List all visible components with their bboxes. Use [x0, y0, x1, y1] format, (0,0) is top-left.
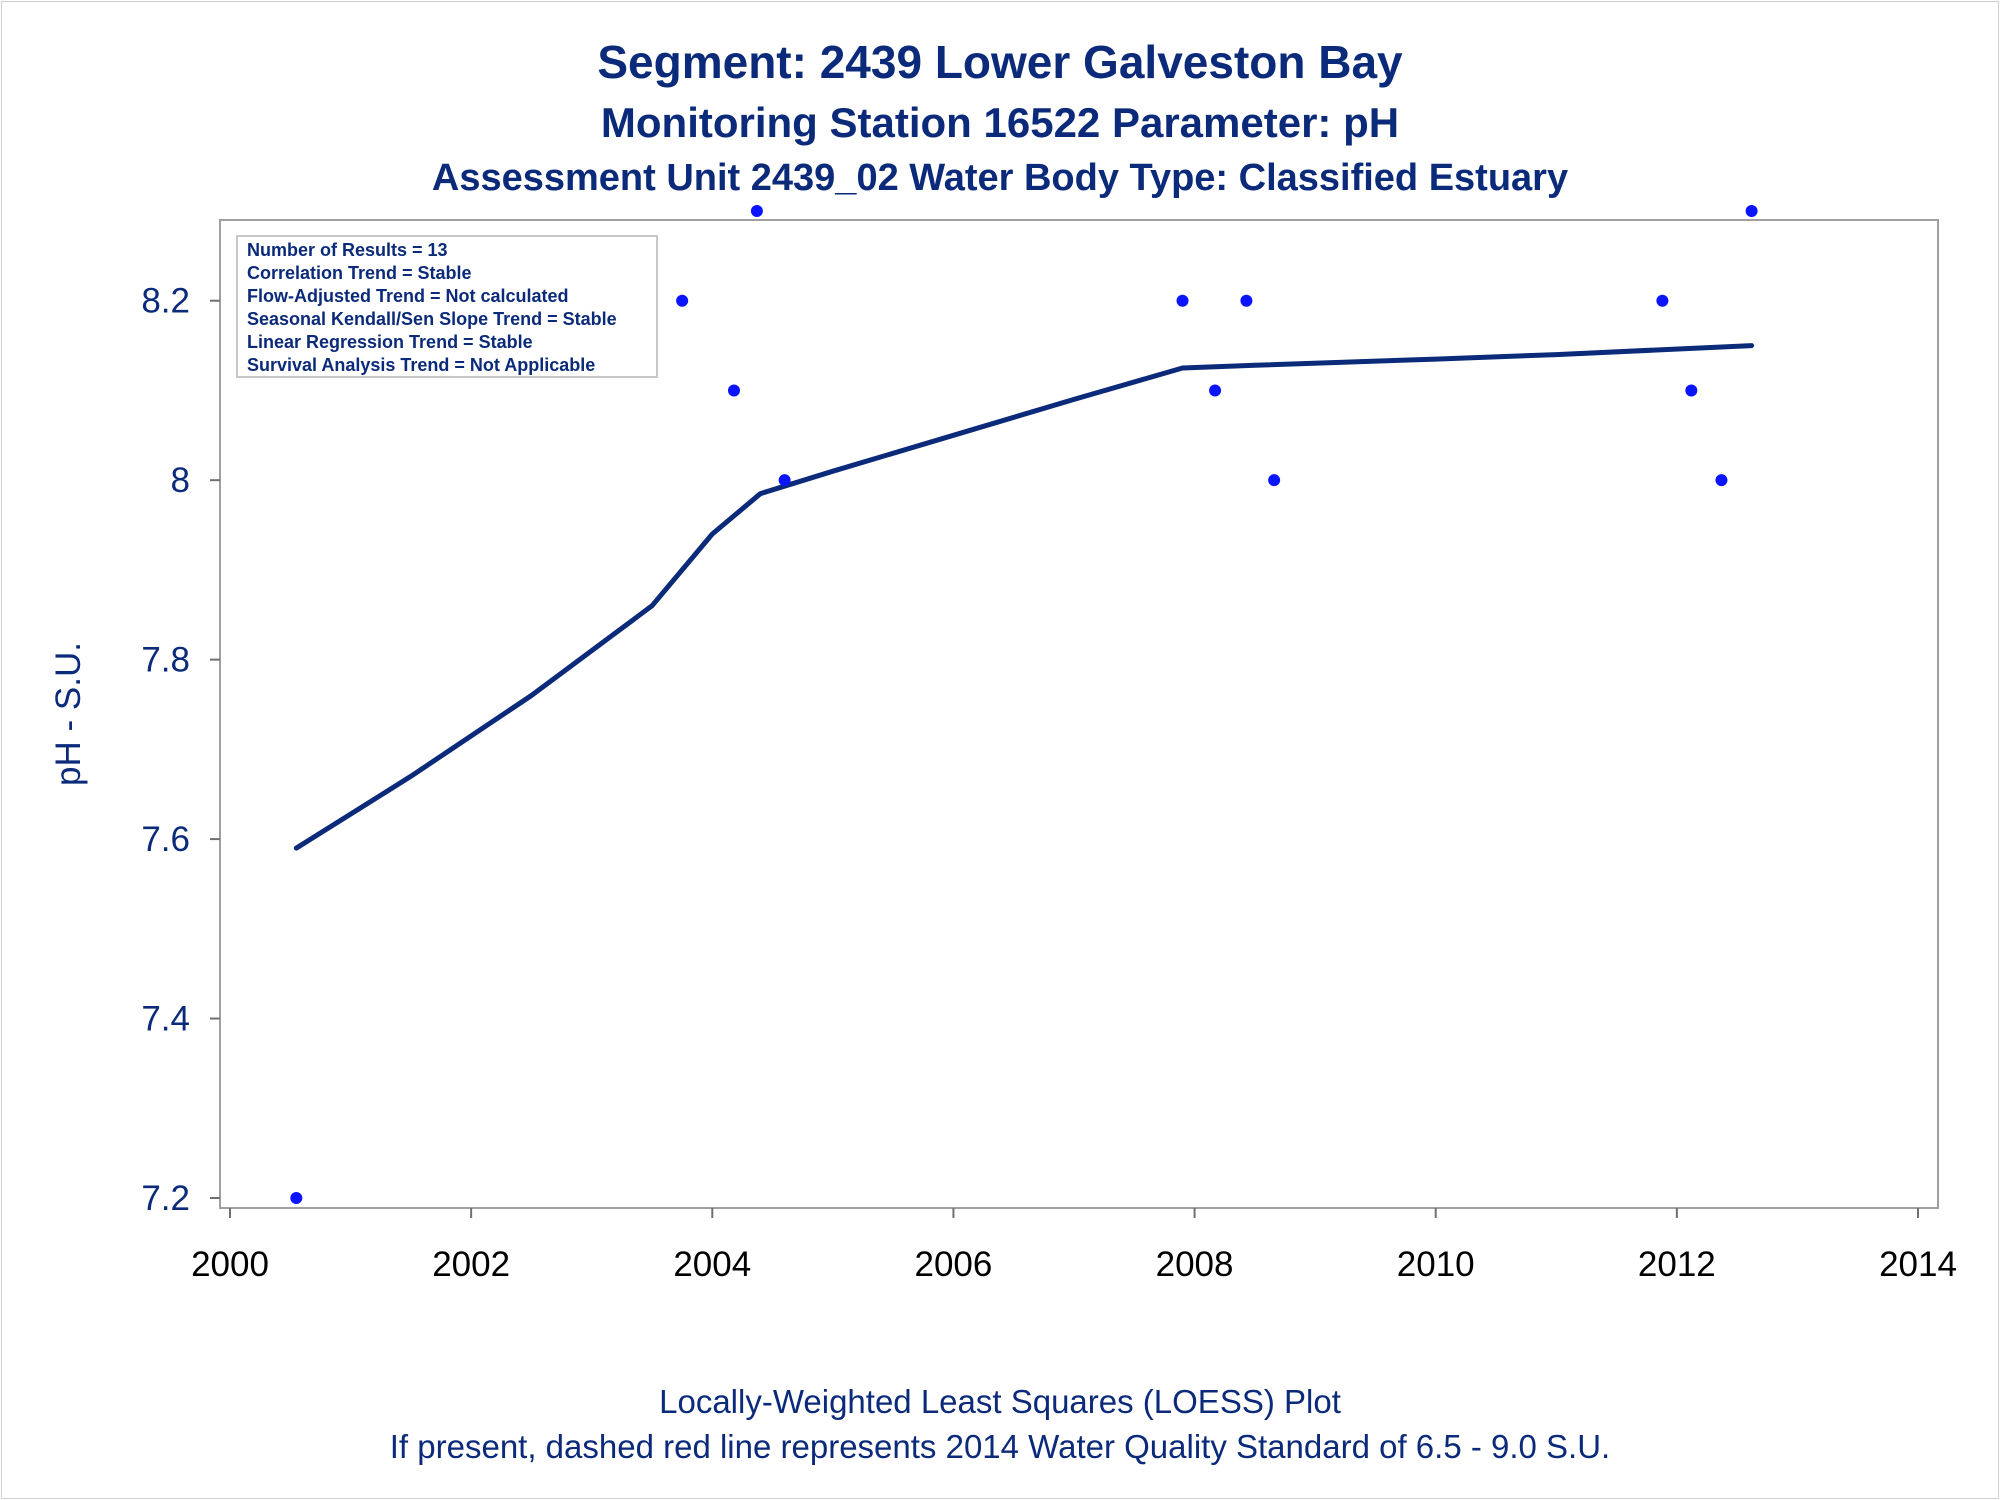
- legend-correlation-trend: Correlation Trend = Stable: [247, 263, 472, 283]
- legend-seasonal-kendall-trend: Seasonal Kendall/Sen Slope Trend = Stabl…: [247, 309, 617, 329]
- loess-layer: [293, 343, 1755, 851]
- data-point: [1176, 294, 1189, 307]
- plot-area-border: [219, 219, 1939, 1209]
- legend-survival-analysis-trend: Survival Analysis Trend = Not Applicable: [247, 355, 595, 375]
- footnote-loess: Locally-Weighted Least Squares (LOESS) P…: [659, 1383, 1341, 1420]
- x-tick-label: 2010: [1397, 1245, 1475, 1284]
- legend-number-of-results: Number of Results = 13: [247, 240, 448, 260]
- data-point: [1715, 474, 1728, 487]
- legend-linear-regression-trend: Linear Regression Trend = Stable: [247, 332, 533, 352]
- data-point: [290, 1192, 303, 1204]
- y-tick-label: 8.2: [141, 282, 190, 321]
- data-point: [1745, 205, 1758, 217]
- stats-legend: Number of Results = 13 Correlation Trend…: [236, 235, 658, 378]
- data-point: [1656, 294, 1669, 307]
- chart-title: Segment: 2439 Lower Galveston Bay: [597, 36, 1403, 88]
- footnote-standard: If present, dashed red line represents 2…: [390, 1428, 1610, 1465]
- x-tick-label: 2012: [1638, 1245, 1716, 1284]
- x-tick-label: 2014: [1879, 1245, 1957, 1284]
- x-tick-label: 2006: [914, 1245, 992, 1284]
- data-point: [750, 205, 763, 217]
- chart-subtitle-assessment: Assessment Unit 2439_02 Water Body Type:…: [432, 157, 1568, 199]
- y-tick-label: 8: [171, 461, 190, 500]
- loess-trend-line: [293, 343, 1755, 851]
- x-tick-label: 2004: [673, 1245, 751, 1284]
- y-axis-title: pH - S.U.: [49, 642, 88, 786]
- y-tick-label: 7.2: [141, 1179, 190, 1218]
- data-point: [727, 384, 740, 397]
- x-axis: 2000 2002 2004 2006 2008 2010 2012 2014: [191, 1208, 1957, 1284]
- x-tick-label: 2000: [191, 1245, 269, 1284]
- data-point: [676, 294, 689, 307]
- stats-legend-box: [236, 235, 658, 378]
- chart-subtitle-station: Monitoring Station 16522 Parameter: pH: [601, 99, 1399, 146]
- y-tick-label: 7.4: [141, 1000, 190, 1039]
- data-point: [1268, 474, 1281, 487]
- x-tick-label: 2002: [432, 1245, 510, 1284]
- y-axis: 7.2 7.4 7.6 7.8 8 8.2: [141, 282, 220, 1218]
- points-layer: [290, 205, 1758, 1204]
- data-point: [778, 474, 791, 487]
- data-point: [1209, 384, 1222, 397]
- x-tick-label: 2008: [1156, 1245, 1234, 1284]
- data-point: [1240, 294, 1253, 307]
- y-tick-label: 7.6: [141, 820, 190, 859]
- data-point: [1685, 384, 1698, 397]
- legend-flow-adjusted-trend: Flow-Adjusted Trend = Not calculated: [247, 286, 569, 306]
- y-tick-label: 7.8: [141, 641, 190, 680]
